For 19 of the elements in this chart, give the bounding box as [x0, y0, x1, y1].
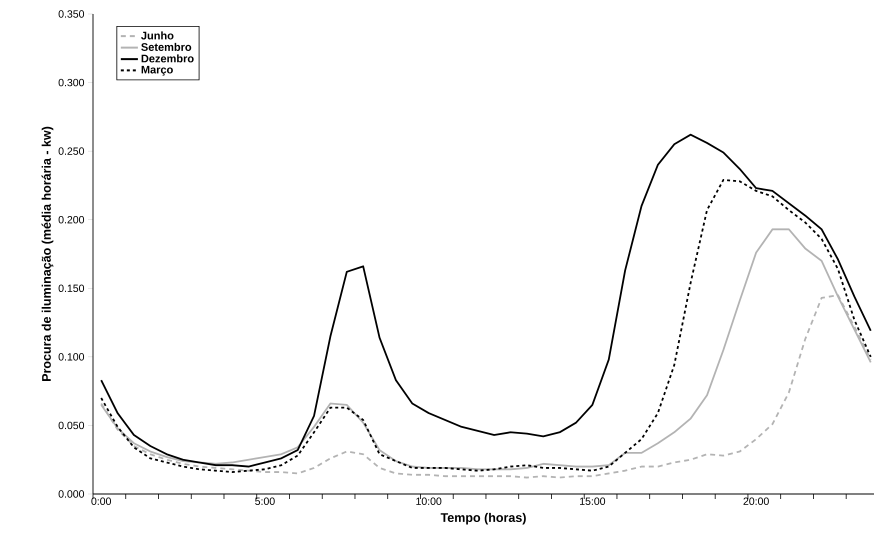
- y-tick-label: 0.050: [58, 422, 84, 430]
- legend-label: Dezembro: [142, 54, 194, 62]
- legend-label: Junho: [141, 31, 174, 40]
- legend-label: Março: [142, 66, 173, 76]
- x-axis-title: Tempo (horas): [440, 512, 526, 524]
- y-tick-label: 0.200: [58, 216, 84, 224]
- y-tick-label: 0.150: [58, 284, 84, 292]
- y-tick-label: 0.100: [58, 353, 84, 361]
- x-tick-label: 15:00: [580, 498, 606, 505]
- x-tick-label: 5:00: [255, 498, 275, 505]
- legend-label: Setembro: [141, 42, 192, 51]
- y-tick-label: 0.300: [58, 78, 84, 86]
- y-tick-label: 0.250: [58, 147, 84, 155]
- x-tick-label: 0:00: [91, 498, 111, 505]
- x-tick-label: 20:00: [744, 498, 769, 505]
- y-tick-label: 0.000: [58, 490, 84, 498]
- y-axis-title: Procura de iluminação (média horária - kw): [42, 126, 54, 381]
- y-tick-label: 0.350: [58, 10, 84, 18]
- x-tick-label: 10:00: [416, 498, 442, 505]
